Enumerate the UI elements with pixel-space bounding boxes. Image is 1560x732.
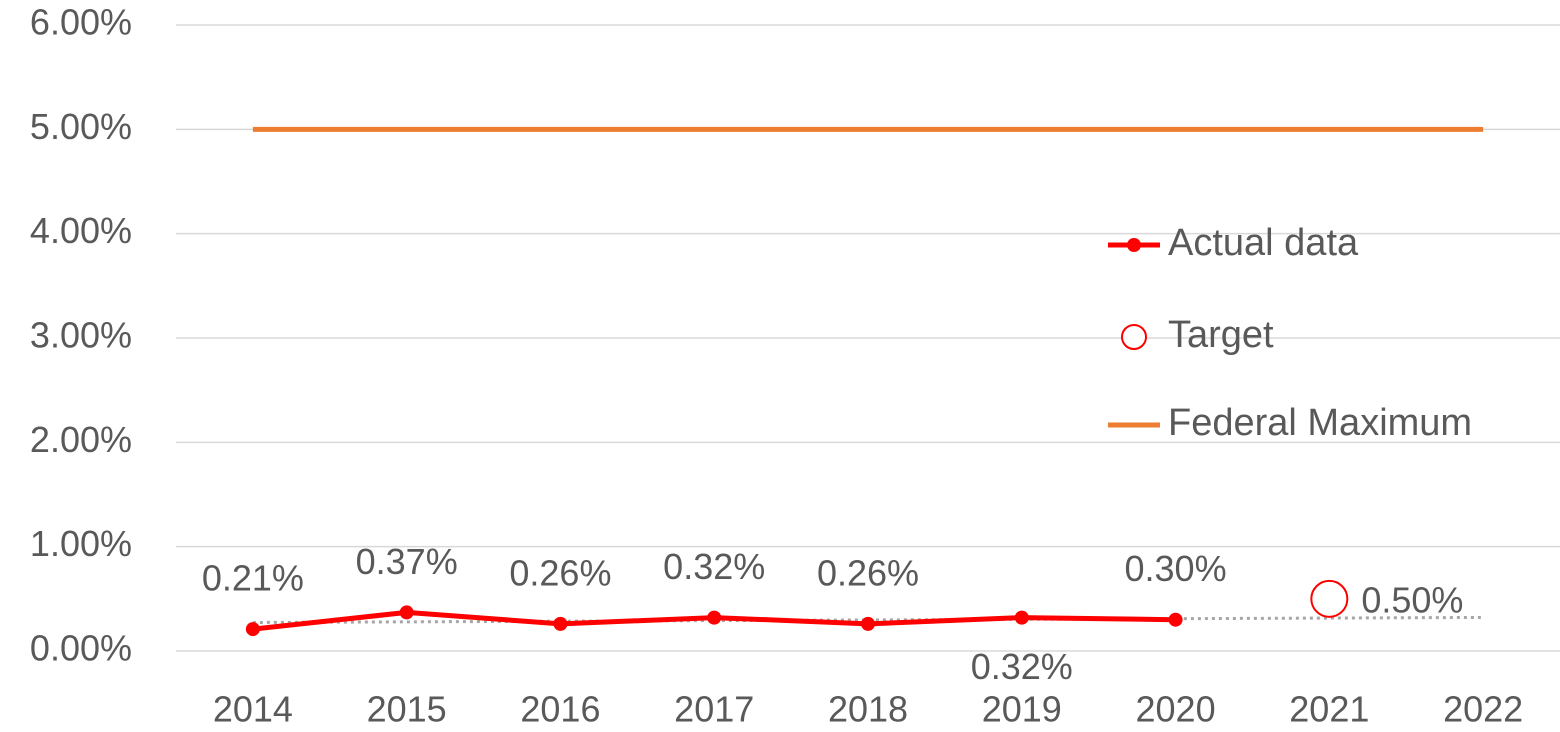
marker	[707, 610, 722, 625]
data-label: 0.26%	[509, 552, 611, 593]
marker	[861, 616, 875, 631]
x-tick-label: 2014	[213, 689, 293, 730]
x-tick-label: 2017	[674, 689, 754, 730]
x-tick-label: 2018	[828, 689, 908, 730]
x-tick-label: 2016	[520, 689, 600, 730]
marker	[399, 605, 414, 620]
marker	[1168, 612, 1183, 627]
x-tick-label: 2020	[1136, 689, 1216, 730]
y-tick-label: 3.00%	[30, 315, 132, 356]
legend-label: Target	[1168, 314, 1274, 356]
x-tick-label: 2021	[1289, 689, 1369, 730]
legend-label: Federal Maximum	[1168, 402, 1472, 444]
marker	[1310, 579, 1349, 618]
y-tick-label: 6.00%	[30, 2, 132, 43]
y-tick-label: 0.00%	[30, 628, 132, 669]
y-tick-label: 5.00%	[30, 106, 132, 147]
x-tick-label: 2022	[1443, 689, 1523, 730]
y-tick-label: 1.00%	[30, 523, 132, 564]
legend-marker	[1127, 238, 1141, 252]
data-label: 0.26%	[817, 552, 919, 593]
trendline	[252, 615, 1484, 624]
y-tick-label: 2.00%	[30, 419, 132, 460]
data-label: 0.37%	[356, 541, 458, 582]
data-label: 0.50%	[1361, 579, 1463, 620]
data-label: 0.21%	[202, 558, 304, 599]
legend-marker	[1121, 324, 1147, 350]
x-tick-label: 2015	[367, 689, 447, 730]
legend-label: Actual data	[1168, 222, 1359, 264]
data-label: 0.32%	[663, 546, 765, 587]
y-tick-label: 4.00%	[30, 210, 132, 251]
x-tick-label: 2019	[982, 689, 1062, 730]
marker	[553, 616, 568, 631]
data-label: 0.32%	[971, 646, 1073, 687]
data-label: 0.30%	[1125, 548, 1227, 589]
marker	[245, 622, 260, 637]
marker	[1014, 610, 1029, 625]
